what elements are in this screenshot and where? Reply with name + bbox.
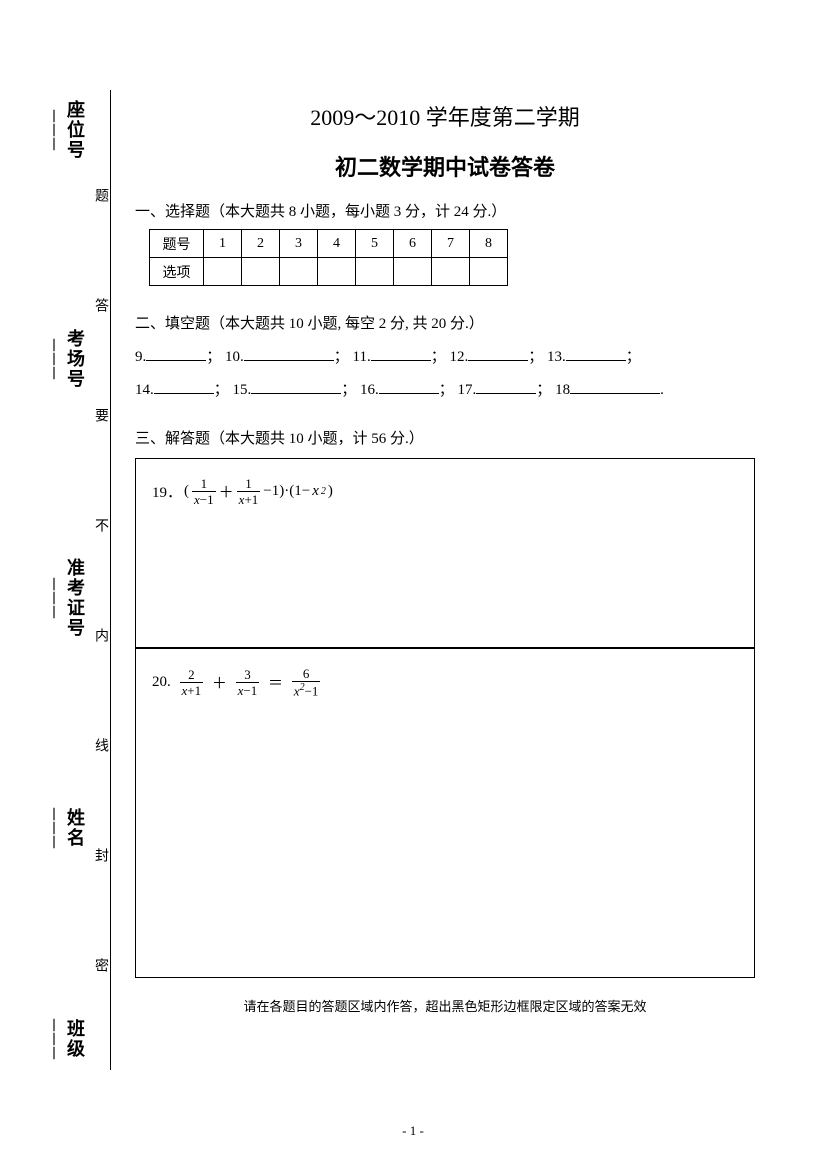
answer-box-q19[interactable]: 19． ( 1 x−1 ＋ 1 x+1 −1)·(1−x2) (135, 458, 755, 648)
inner-label: 答 (90, 298, 110, 312)
page: 座位号︱︱︱ 考场号︱︱︱ 准考证号︱︱︱ 姓名︱︱︱ 班级︱︱︱ 题 答 要 … (0, 0, 826, 1169)
col-num: 1 (204, 230, 242, 258)
fill-blank[interactable] (244, 347, 334, 361)
fill-label: 13. (547, 349, 566, 365)
fill-blank[interactable] (146, 347, 206, 361)
fill-blank[interactable] (251, 380, 341, 394)
side-label-admission: 准考证号︱︱︱ (42, 558, 88, 638)
fraction: 2 x+1 (180, 668, 204, 697)
answer-cell[interactable] (280, 258, 318, 286)
q20-number: 20. (152, 674, 171, 691)
side-label-seat: 座位号︱︱︱ (42, 100, 88, 160)
q19-expression: 19． ( 1 x−1 ＋ 1 x+1 −1)·(1−x2) (136, 459, 754, 524)
col-num: 7 (432, 230, 470, 258)
col-num: 8 (470, 230, 508, 258)
inner-label: 题 (90, 188, 110, 202)
title-academic-year: 2009～2010 学年度第二学期 (135, 100, 755, 132)
answer-cell[interactable] (318, 258, 356, 286)
fill-row-1: 9.； 10.； 11.； 12.； 13.； (135, 341, 755, 374)
q19-number: 19． (152, 481, 182, 502)
section2-heading: 二、填空题（本大题共 10 小题, 每空 2 分, 共 20 分.） (135, 312, 755, 333)
side-label-class: 班级︱︱︱ (42, 1018, 88, 1060)
table-row: 选项 (150, 258, 508, 286)
fill-label: 11. (353, 349, 371, 365)
answer-cell[interactable] (204, 258, 242, 286)
binding-outer-labels: 座位号︱︱︱ 考场号︱︱︱ 准考证号︱︱︱ 姓名︱︱︱ 班级︱︱︱ (50, 100, 80, 1060)
fill-row-2: 14.； 15.； 16.； 17.； 18. (135, 374, 755, 407)
fraction: 3 x−1 (236, 668, 260, 697)
footer-note: 请在各题目的答题区域内作答，超出黑色矩形边框限定区域的答案无效 (135, 996, 755, 1015)
inner-label: 密 (90, 958, 110, 972)
fraction: 1 x−1 (192, 477, 216, 506)
fill-label: 16. (360, 382, 379, 398)
answer-cell[interactable] (470, 258, 508, 286)
fill-in-blanks: 9.； 10.； 11.； 12.； 13.； 14.； 15.； 16.； 1… (135, 341, 755, 407)
col-num: 6 (394, 230, 432, 258)
inner-label: 封 (90, 848, 110, 862)
row-header-num: 题号 (150, 230, 204, 258)
fill-label: 12. (450, 349, 469, 365)
title-exam-name: 初二数学期中试卷答卷 (135, 150, 755, 182)
fill-label: 10. (225, 349, 244, 365)
inner-label: 内 (90, 628, 110, 642)
side-label-room: 考场号︱︱︱ (42, 329, 88, 389)
fill-blank[interactable] (468, 347, 528, 361)
col-num: 5 (356, 230, 394, 258)
section3-heading: 三、解答题（本大题共 10 小题，计 56 分.） (135, 427, 755, 448)
fill-blank[interactable] (476, 380, 536, 394)
fraction: 6 x2−1 (292, 667, 321, 697)
fraction: 1 x+1 (237, 477, 261, 506)
answer-cell[interactable] (432, 258, 470, 286)
multiple-choice-table: 题号 1 2 3 4 5 6 7 8 选项 (149, 229, 508, 286)
inner-label: 不 (90, 518, 110, 532)
binding-inner-labels: 题 答 要 不 内 线 封 密 (92, 140, 108, 1020)
fill-blank[interactable] (371, 347, 431, 361)
fill-label: 18 (555, 382, 570, 398)
answer-box-q20[interactable]: 20. 2 x+1 ＋ 3 x−1 ＝ 6 x2−1 (135, 648, 755, 978)
fill-blank[interactable] (566, 347, 626, 361)
fill-label: 17. (458, 382, 477, 398)
col-num: 2 (242, 230, 280, 258)
answer-cell[interactable] (394, 258, 432, 286)
col-num: 3 (280, 230, 318, 258)
page-number: - 1 - (0, 1123, 826, 1139)
answer-cell[interactable] (356, 258, 394, 286)
inner-label: 线 (90, 738, 110, 752)
fill-label: 14. (135, 382, 154, 398)
inner-label: 要 (90, 408, 110, 422)
side-label-name: 姓名︱︱︱ (42, 807, 88, 849)
fill-blank[interactable] (570, 380, 660, 394)
col-num: 4 (318, 230, 356, 258)
binding-line (110, 90, 111, 1070)
fill-label: 15. (233, 382, 252, 398)
section1-heading: 一、选择题（本大题共 8 小题，每小题 3 分，计 24 分.） (135, 200, 755, 221)
answer-cell[interactable] (242, 258, 280, 286)
fill-blank[interactable] (154, 380, 214, 394)
fill-blank[interactable] (379, 380, 439, 394)
fill-label: 9. (135, 349, 146, 365)
table-row: 题号 1 2 3 4 5 6 7 8 (150, 230, 508, 258)
content-area: 2009～2010 学年度第二学期 初二数学期中试卷答卷 一、选择题（本大题共 … (135, 100, 755, 1015)
q20-expression: 20. 2 x+1 ＋ 3 x−1 ＝ 6 x2−1 (136, 649, 754, 715)
row-header-opt: 选项 (150, 258, 204, 286)
